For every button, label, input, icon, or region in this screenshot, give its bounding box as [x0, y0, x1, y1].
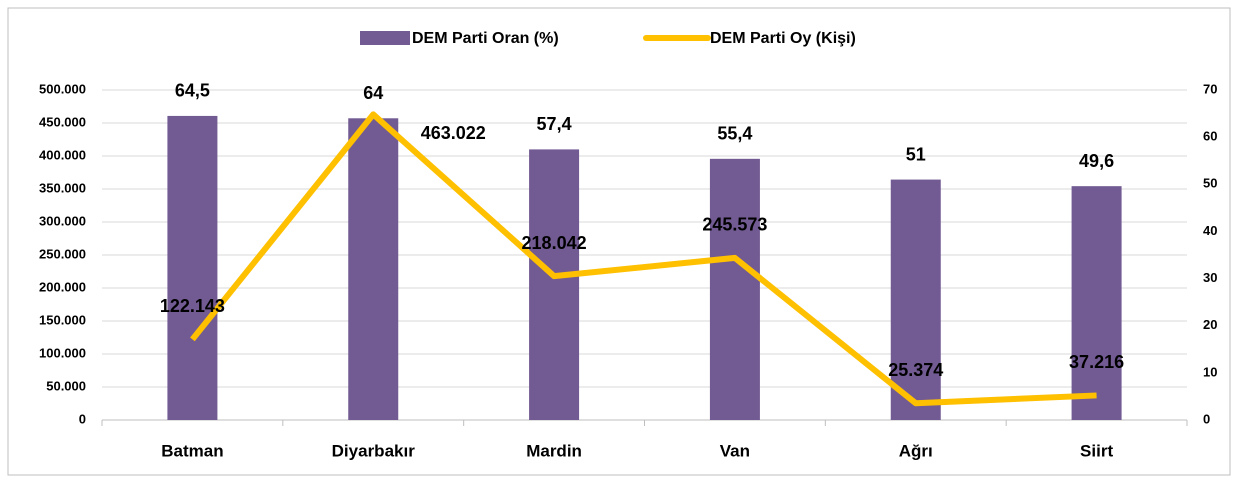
line	[190, 111, 1097, 407]
y2-tick-label: 20	[1203, 317, 1217, 332]
line-label: 122.143	[160, 296, 225, 316]
bar	[890, 179, 941, 420]
bar	[529, 149, 580, 420]
line-label: 463.022	[421, 123, 486, 143]
y-tick-label: 200.000	[39, 279, 86, 294]
y-tick-label: 450.000	[39, 114, 86, 129]
y-tick-label: 400.000	[39, 147, 86, 162]
y-tick-label: 50.000	[46, 378, 86, 393]
bar-label: 57,4	[537, 114, 572, 134]
y2-tick-label: 50	[1203, 176, 1217, 191]
y-tick-label: 100.000	[39, 345, 86, 360]
x-tick-label: Diyarbakır	[332, 441, 416, 460]
x-tick-label: Batman	[161, 441, 223, 460]
legend-label: DEM Parti Oy (Kişi)	[710, 30, 856, 47]
y-tick-label: 250.000	[39, 246, 86, 261]
y2-tick-label: 30	[1203, 270, 1217, 285]
bar	[709, 158, 760, 421]
bar	[167, 115, 218, 420]
bar-label: 64	[363, 83, 383, 103]
y2-tick-label: 40	[1203, 223, 1217, 238]
line-label: 245.573	[702, 215, 767, 235]
y2-tick-label: 10	[1203, 364, 1217, 379]
y-tick-label: 300.000	[39, 213, 86, 228]
y-tick-label: 350.000	[39, 180, 86, 195]
y-tick-label: 150.000	[39, 312, 86, 327]
x-tick-label: Siirt	[1080, 441, 1113, 460]
y2-tick-label: 0	[1203, 411, 1210, 426]
bar-label: 64,5	[175, 81, 210, 101]
line-label: 37.216	[1069, 352, 1124, 372]
x-tick-label: Mardin	[526, 441, 582, 460]
bar	[348, 118, 399, 421]
y-tick-label: 500.000	[39, 81, 86, 96]
bar-label: 49,6	[1079, 151, 1114, 171]
legend-swatch	[360, 31, 410, 45]
y-tick-label: 0	[79, 411, 86, 426]
legend-label: DEM Parti Oran (%)	[412, 30, 559, 47]
bar-label: 51	[906, 144, 926, 164]
x-tick-label: Van	[720, 441, 750, 460]
line-label: 218.042	[522, 233, 587, 253]
line-label: 25.374	[888, 360, 943, 380]
bar-label: 55,4	[717, 124, 752, 144]
x-tick-label: Ağrı	[899, 441, 933, 460]
bar	[1071, 186, 1122, 420]
y2-tick-label: 70	[1203, 81, 1217, 96]
y2-tick-label: 60	[1203, 129, 1217, 144]
